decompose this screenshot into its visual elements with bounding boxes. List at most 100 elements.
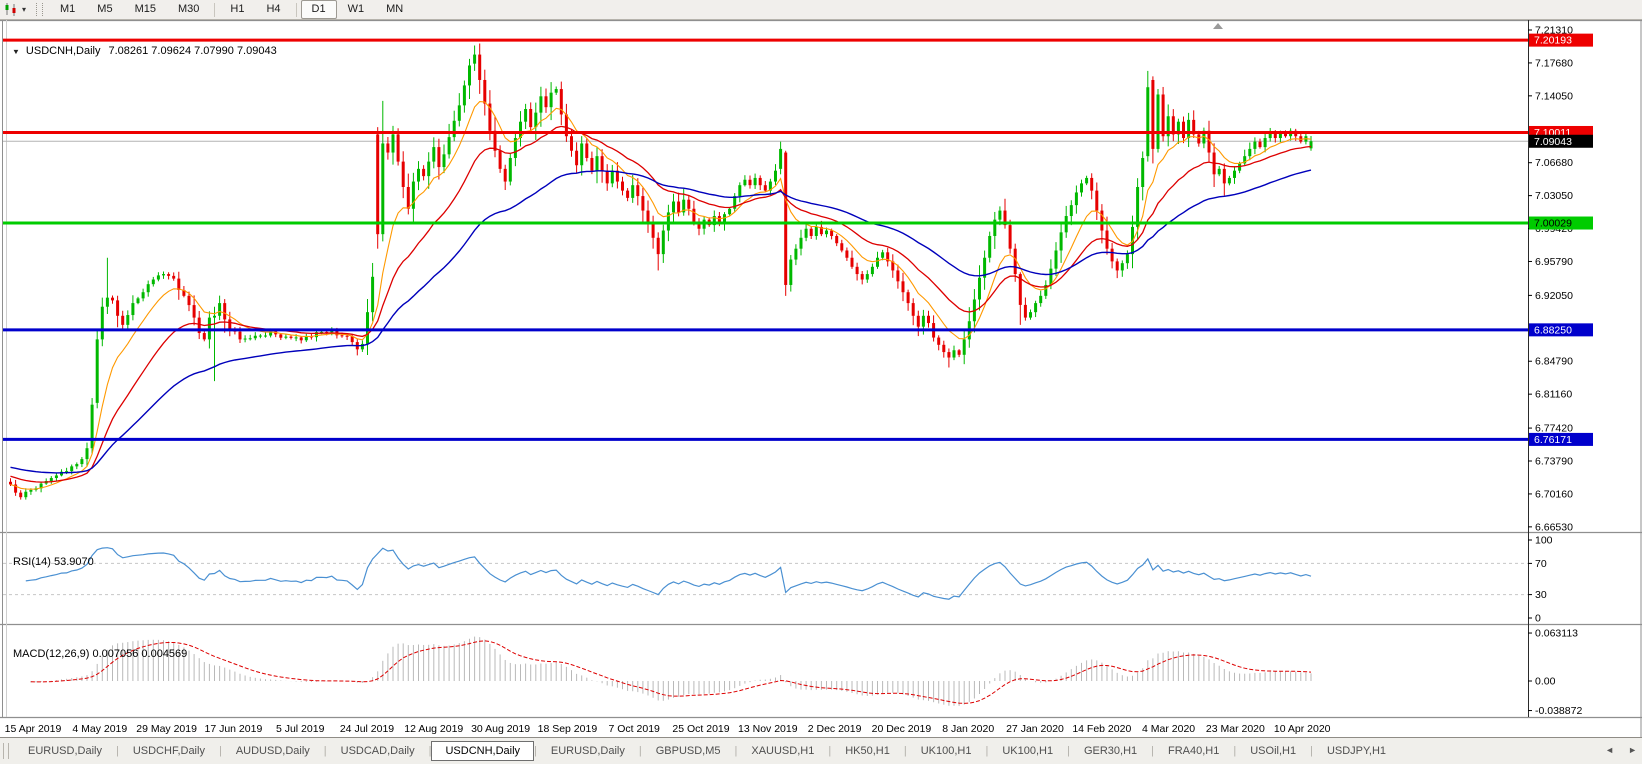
svg-text:7.00029: 7.00029 xyxy=(1534,218,1572,230)
svg-text:14 Feb 2020: 14 Feb 2020 xyxy=(1072,723,1131,735)
chart-tab-audusd-daily[interactable]: AUDUSD,Daily xyxy=(235,745,310,757)
price-chart-canvas[interactable]: 7.213107.176807.140507.066807.030506.994… xyxy=(0,19,1642,737)
svg-text:7.14050: 7.14050 xyxy=(1535,90,1573,102)
svg-text:6.88250: 6.88250 xyxy=(1534,324,1572,336)
svg-text:6.84790: 6.84790 xyxy=(1535,356,1573,368)
timeframe-button-m1[interactable]: M1 xyxy=(60,3,76,15)
rsi-line xyxy=(25,547,1312,600)
svg-text:2 Dec 2019: 2 Dec 2019 xyxy=(808,723,862,735)
chart-shift-marker-icon[interactable] xyxy=(1213,23,1223,29)
tab-separator: | xyxy=(828,745,832,757)
svg-text:23 Mar 2020: 23 Mar 2020 xyxy=(1206,723,1265,735)
svg-text:4 May 2019: 4 May 2019 xyxy=(72,723,127,735)
svg-text:30 Aug 2019: 30 Aug 2019 xyxy=(471,723,530,735)
tab-separator: | xyxy=(734,745,738,757)
tab-scroll-left-icon[interactable]: ◄ xyxy=(1605,745,1615,755)
timeframe-button-w1[interactable]: W1 xyxy=(347,3,365,15)
svg-text:7.03050: 7.03050 xyxy=(1535,190,1573,202)
tab-separator: | xyxy=(985,745,989,757)
svg-text:18 Sep 2019: 18 Sep 2019 xyxy=(538,723,598,735)
tab-scroll-buttons: ◄ ► xyxy=(1603,744,1639,756)
svg-text:6.81160: 6.81160 xyxy=(1535,389,1572,401)
timeframe-button-m15[interactable]: M15 xyxy=(134,3,156,15)
svg-text:7.06680: 7.06680 xyxy=(1535,157,1573,169)
chart-tab-ger30-h1[interactable]: GER30,H1 xyxy=(1083,745,1138,757)
chart-window: 7.213107.176807.140507.066807.030506.994… xyxy=(0,19,1642,737)
horizontal-level-lines[interactable] xyxy=(3,38,1528,441)
tab-separator: | xyxy=(534,745,537,757)
rsi-panel[interactable]: 100 70 30 0 xyxy=(3,535,1553,625)
macd-panel[interactable]: 0.063113 0.00 -0.038872 xyxy=(30,628,1583,718)
toolbar-separator xyxy=(295,2,297,17)
price-level-label: 7.00029 xyxy=(1529,216,1593,230)
mid-ma-line[interactable] xyxy=(10,125,1312,483)
chart-type-icon[interactable] xyxy=(3,2,21,17)
chart-tab-eurusd-daily[interactable]: EURUSD,Daily xyxy=(28,745,102,757)
chart-tab-usdjpy-h1[interactable]: USDJPY,H1 xyxy=(1326,745,1387,757)
svg-text:-0.038872: -0.038872 xyxy=(1535,705,1582,717)
price-level-label: 6.88250 xyxy=(1529,323,1593,337)
chart-tab-usdchf-daily[interactable]: USDCHF,Daily xyxy=(132,745,205,757)
svg-text:6.95790: 6.95790 xyxy=(1535,256,1573,268)
chart-tab-bar: EURUSD,Daily | USDCHF,Daily | AUDUSD,Daily | U… xyxy=(0,737,1642,764)
svg-text:15 Apr 2019: 15 Apr 2019 xyxy=(5,723,62,735)
timeframe-button-mn[interactable]: MN xyxy=(386,3,404,15)
svg-text:25 Oct 2019: 25 Oct 2019 xyxy=(672,723,729,735)
fast-ma-line[interactable] xyxy=(10,101,1312,490)
tab-separator: | xyxy=(903,745,907,757)
svg-text:10 Apr 2020: 10 Apr 2020 xyxy=(1274,723,1331,735)
date-axis[interactable]: 15 Apr 2019 4 May 2019 29 May 2019 17 Jun 2… xyxy=(5,723,1331,735)
timeframe-buttons: M1 M5 M15 M30 H1 H4 D1 W1 MN xyxy=(49,0,414,19)
macd-signal-line xyxy=(30,640,1312,704)
svg-text:13 Nov 2019: 13 Nov 2019 xyxy=(738,723,798,735)
tab-separator: | xyxy=(1233,745,1237,757)
top-toolbar: ▾ M1 M5 M15 M30 H1 H4 D1 W1 MN xyxy=(0,0,1642,20)
toolbar-separator xyxy=(214,2,216,17)
svg-text:6.66530: 6.66530 xyxy=(1535,521,1573,533)
toolbar-grip[interactable] xyxy=(36,3,44,16)
timeframe-button-m5[interactable]: M5 xyxy=(97,3,113,15)
tab-separator: | xyxy=(218,745,222,757)
svg-text:20 Dec 2019: 20 Dec 2019 xyxy=(872,723,932,735)
chevron-down-icon[interactable]: ▾ xyxy=(22,5,27,14)
chart-tab-fra40-h1[interactable]: FRA40,H1 xyxy=(1168,745,1220,757)
timeframe-button-h4[interactable]: H4 xyxy=(266,3,281,15)
tab-separator: | xyxy=(1151,745,1155,757)
svg-text:0: 0 xyxy=(1535,613,1541,625)
svg-text:7.21310: 7.21310 xyxy=(1535,25,1573,37)
macd-histogram xyxy=(30,636,1312,706)
svg-text:7.17680: 7.17680 xyxy=(1535,57,1573,69)
svg-text:6.70160: 6.70160 xyxy=(1535,488,1573,500)
timeframe-button-h1[interactable]: H1 xyxy=(230,3,245,15)
svg-text:6.92050: 6.92050 xyxy=(1535,290,1573,302)
tab-separator: | xyxy=(1310,745,1313,757)
svg-text:8 Jan 2020: 8 Jan 2020 xyxy=(942,723,994,735)
timeframe-button-d1[interactable]: D1 xyxy=(300,0,337,19)
tab-separator: | xyxy=(115,745,119,757)
chart-tab-usdcnh-daily[interactable]: USDCNH,Daily xyxy=(431,741,535,761)
tab-separator: | xyxy=(428,745,432,757)
chart-tab-usdcad-daily[interactable]: USDCAD,Daily xyxy=(340,745,415,757)
tab-scroll-right-icon[interactable]: ► xyxy=(1628,745,1637,755)
svg-text:27 Jan 2020: 27 Jan 2020 xyxy=(1006,723,1064,735)
svg-text:24 Jul 2019: 24 Jul 2019 xyxy=(340,723,394,735)
svg-text:6.76171: 6.76171 xyxy=(1534,434,1572,446)
chart-tab-usoil-h1[interactable]: USOil,H1 xyxy=(1250,745,1297,757)
tab-separator: | xyxy=(1067,745,1070,757)
chart-tab-xauusd-h1[interactable]: XAUUSD,H1 xyxy=(751,745,815,757)
chart-tab-uk100-h1[interactable]: UK100,H1 xyxy=(920,745,972,757)
chart-tab-eurusd-daily[interactable]: EURUSD,Daily xyxy=(550,745,625,757)
slow-ma-line[interactable] xyxy=(10,169,1312,474)
chart-tab-hk50-h1[interactable]: HK50,H1 xyxy=(845,745,890,757)
svg-text:7.09043: 7.09043 xyxy=(1534,136,1572,148)
svg-text:5 Jul 2019: 5 Jul 2019 xyxy=(276,723,325,735)
svg-text:29 May 2019: 29 May 2019 xyxy=(136,723,197,735)
tabbar-grip[interactable] xyxy=(3,743,9,759)
chart-tab-gbpusd-m5[interactable]: GBPUSD,M5 xyxy=(655,745,721,757)
panel-separators[interactable] xyxy=(0,19,1642,719)
svg-text:7.20193: 7.20193 xyxy=(1534,35,1572,47)
chart-tab-uk100-h1[interactable]: UK100,H1 xyxy=(1002,745,1054,757)
timeframe-button-m30[interactable]: M30 xyxy=(177,3,200,15)
svg-text:0.063113: 0.063113 xyxy=(1535,628,1578,640)
